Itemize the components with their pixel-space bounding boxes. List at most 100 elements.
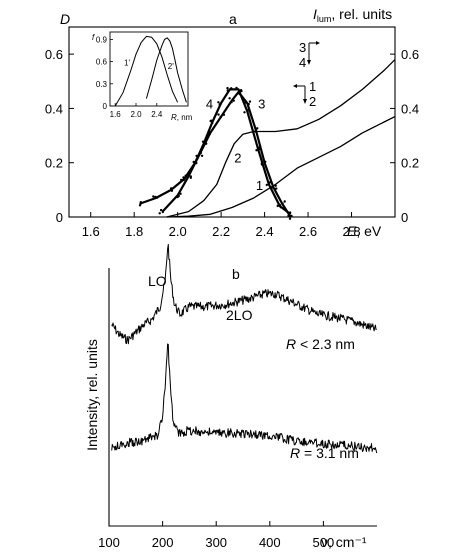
data-point-4 — [239, 89, 242, 92]
data-point-4 — [288, 211, 292, 214]
data-point-3 — [228, 97, 231, 100]
y-tick-label-right: 0.4 — [401, 101, 419, 116]
peak-label-2lo: 2LO — [226, 307, 253, 323]
panel-a-frame — [68, 26, 396, 218]
panel-a-x-ticks: 1.6 1.8 2.0 2.2 2.4 2.6 2.8 — [82, 212, 361, 239]
data-point-4 — [192, 160, 195, 164]
right-axis-label-subscript: lum — [317, 14, 332, 24]
curve-1 — [166, 116, 396, 218]
inset-x-ticks: 1.6 2.0 2.4 — [110, 103, 163, 119]
panel-a: 1.6 1.8 2.0 2.2 2.4 2.6 2.8 0 0.2 0.4 0.6 0 0.2 0.4… — [45, 6, 419, 239]
arrowhead-left-icon — [293, 84, 297, 88]
data-point-3 — [189, 175, 192, 178]
data-point-4 — [180, 178, 183, 182]
panel-b: 100 200 300 400 500 b LO 2LO R < 2.3 nm R = … — [84, 243, 378, 550]
curve-label-1: 1 — [256, 178, 263, 193]
x-tick-label: 1.6 — [82, 224, 100, 239]
inset-curves: 1' 2' — [114, 35, 187, 107]
data-point-4 — [182, 178, 185, 182]
x-tick-label: 2.6 — [299, 224, 317, 239]
inset-frame — [109, 31, 189, 107]
curve-label-3: 3 — [258, 96, 265, 111]
axis-legend-3-4-right: 3 4 — [299, 40, 320, 70]
data-point-3 — [200, 154, 204, 157]
data-point-3 — [254, 130, 257, 133]
data-point-4 — [152, 195, 155, 198]
data-point-3 — [161, 210, 164, 214]
data-point-4 — [170, 189, 174, 192]
panel-b-x-ticks: 100 200 300 400 500 — [98, 521, 334, 550]
data-point-4 — [226, 89, 229, 92]
data-point-3 — [179, 192, 182, 195]
data-point-4 — [230, 87, 233, 90]
series-label-small-r: R < 2.3 nm — [286, 336, 355, 352]
data-point-4 — [226, 86, 229, 90]
data-point-4 — [258, 146, 261, 149]
x-axis-label-symbol: E — [347, 223, 357, 239]
inset-x-axis-label: R, nm — [171, 113, 193, 122]
data-point-4 — [217, 101, 220, 104]
panel-a-x-axis-label: E, eV — [347, 223, 382, 239]
data-point-4 — [247, 109, 250, 112]
data-point-3 — [177, 194, 180, 198]
curve-2 — [166, 59, 396, 218]
raman-spectrum-2 — [111, 343, 378, 454]
panel-b-x-tick-label: 400 — [259, 535, 281, 550]
data-point-4 — [279, 206, 282, 209]
inset-y-tick-label: 0.3 — [96, 80, 108, 89]
y-tick-label-left: 0 — [56, 210, 63, 225]
panel-a-y-ticks-right: 0 0.2 0.4 0.6 — [390, 47, 419, 225]
y-tick-label-left: 0.2 — [45, 156, 63, 171]
inset-curve-label: 2' — [168, 62, 174, 71]
data-point-4 — [268, 181, 271, 184]
arrowhead-right-icon — [316, 41, 320, 45]
panel-b-y-axis-label: Intensity, rel. units — [84, 339, 100, 451]
arrowhead-down-icon — [307, 60, 311, 65]
data-point-4 — [290, 214, 293, 218]
curve-4 — [140, 88, 292, 216]
data-point-3 — [283, 200, 286, 203]
panel-b-label: b — [232, 266, 240, 282]
data-point-4 — [203, 141, 206, 144]
x-tick-label: 2.4 — [256, 224, 274, 239]
y-tick-label-right: 0 — [401, 210, 408, 225]
axis-legend-label-1: 1 — [309, 79, 316, 94]
data-point-3 — [159, 208, 163, 212]
data-point-3 — [230, 101, 233, 104]
inset-curve-2 — [145, 37, 187, 103]
data-point-4 — [211, 121, 214, 125]
series-label-value-2: = 3.1 nm — [300, 445, 359, 461]
data-point-4 — [277, 203, 280, 206]
x-axis-label-units: , eV — [356, 223, 382, 239]
x-tick-label: 2.8 — [342, 224, 360, 239]
y-tick-label-left: 0.6 — [45, 47, 63, 62]
curve-3 — [161, 91, 292, 218]
x-tick-label: 1.8 — [125, 224, 143, 239]
data-point-3 — [264, 160, 267, 163]
inset-curve-label: 1' — [124, 58, 130, 67]
series-label-value: < 2.3 nm — [296, 336, 355, 352]
x-tick-label: 2.0 — [169, 224, 187, 239]
data-point-4 — [235, 86, 238, 90]
inset-x-axis-label-units: , nm — [177, 113, 193, 122]
data-point-3 — [288, 217, 292, 220]
y-tick-label-left: 0.4 — [45, 101, 63, 116]
inset-y-tick-label: 0.6 — [96, 58, 108, 67]
axis-legend-1-2-left: 1 2 — [293, 79, 316, 109]
raman-spectrum-1 — [111, 243, 377, 345]
inset-y-axis-label: f — [92, 33, 95, 42]
panel-b-x-axis-label: ν, cm⁻¹ — [321, 534, 367, 550]
data-point-4 — [243, 111, 246, 114]
data-point-3 — [217, 113, 220, 116]
inset-x-axis-label-symbol: R — [171, 113, 177, 122]
panel-a-right-axis-label: Ilum, rel. units — [313, 6, 392, 24]
data-point-4 — [265, 183, 268, 187]
axis-legend-label-3: 3 — [299, 40, 306, 55]
panel-a-y-ticks-left: 0 0.2 0.4 0.6 — [45, 47, 74, 225]
data-point-3 — [158, 212, 161, 215]
data-point-4 — [194, 162, 197, 165]
right-axis-label-symbol: I — [313, 6, 317, 22]
right-axis-label-units: , rel. units — [331, 6, 392, 22]
y-tick-label-right: 0.2 — [401, 156, 419, 171]
data-point-4 — [154, 195, 157, 199]
